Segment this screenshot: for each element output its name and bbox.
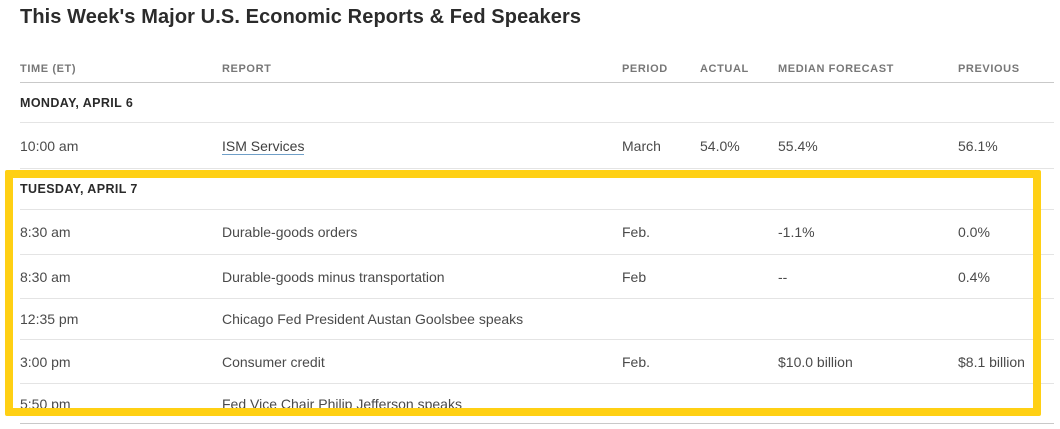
time-cell: 10:00 am [20, 137, 79, 154]
table-row-goolsbee-speaks: 12:35 pm Chicago Fed President Austan Go… [20, 299, 1054, 340]
time-cell: 3:00 pm [20, 353, 71, 370]
col-header-forecast: MEDIAN FORECAST [778, 62, 894, 75]
table-header-row: TIME (ET) REPORT PERIOD ACTUAL MEDIAN FO… [20, 55, 1054, 83]
report-cell: Fed Vice Chair Philip Jefferson speaks [222, 395, 462, 412]
report-cell: Durable-goods orders [222, 224, 358, 240]
table-row-ism-services: 10:00 am ISM Services March 54.0% 55.4% … [20, 123, 1054, 169]
period-cell: Feb. [622, 224, 651, 240]
col-header-time: TIME (ET) [20, 62, 77, 75]
time-cell: 12:35 pm [20, 311, 79, 327]
day-label: MONDAY, APRIL 6 [20, 95, 134, 110]
time-cell: 8:30 am [20, 268, 71, 285]
forecast-cell: -- [778, 268, 788, 285]
table-row-durable-goods-orders: 8:30 am Durable-goods orders Feb. -1.1% … [20, 210, 1054, 255]
forecast-cell: $10.0 billion [778, 353, 853, 370]
time-cell: 8:30 am [20, 224, 71, 240]
economic-calendar-page: This Week's Major U.S. Economic Reports … [0, 5, 1060, 429]
day-label: TUESDAY, APRIL 7 [20, 182, 138, 196]
period-cell: March [622, 137, 661, 154]
forecast-cell: -1.1% [778, 224, 815, 240]
table-row-consumer-credit: 3:00 pm Consumer credit Feb. $10.0 billi… [20, 340, 1054, 384]
col-header-previous: PREVIOUS [958, 62, 1020, 75]
forecast-cell: 55.4% [778, 137, 818, 154]
col-header-report: REPORT [222, 62, 272, 75]
col-header-period: PERIOD [622, 62, 668, 75]
col-header-actual: ACTUAL [700, 62, 749, 75]
period-cell: Feb. [622, 353, 651, 370]
table-row-jefferson-speaks: 5:50 pm Fed Vice Chair Philip Jefferson … [20, 384, 1054, 424]
report-cell: Chicago Fed President Austan Goolsbee sp… [222, 311, 524, 327]
period-cell: Feb [622, 268, 647, 285]
report-cell: ISM Services [222, 137, 622, 155]
report-cell: Durable-goods minus transportation [222, 268, 445, 285]
previous-cell: 0.0% [958, 224, 990, 240]
table-row-durable-goods-minus-transportation: 8:30 am Durable-goods minus transportati… [20, 255, 1054, 299]
report-cell: Consumer credit [222, 353, 325, 370]
actual-cell: 54.0% [700, 137, 740, 154]
ism-services-link[interactable]: ISM Services [222, 137, 305, 155]
time-cell: 5:50 pm [20, 395, 71, 412]
previous-cell: $8.1 billion [958, 353, 1025, 370]
day-header-tuesday: TUESDAY, APRIL 7 [20, 169, 1054, 210]
econ-reports-table: TIME (ET) REPORT PERIOD ACTUAL MEDIAN FO… [20, 55, 1054, 424]
previous-cell: 56.1% [958, 137, 998, 154]
page-title: This Week's Major U.S. Economic Reports … [20, 6, 582, 28]
previous-cell: 0.4% [958, 268, 990, 285]
day-header-monday: MONDAY, APRIL 6 [20, 83, 1054, 123]
